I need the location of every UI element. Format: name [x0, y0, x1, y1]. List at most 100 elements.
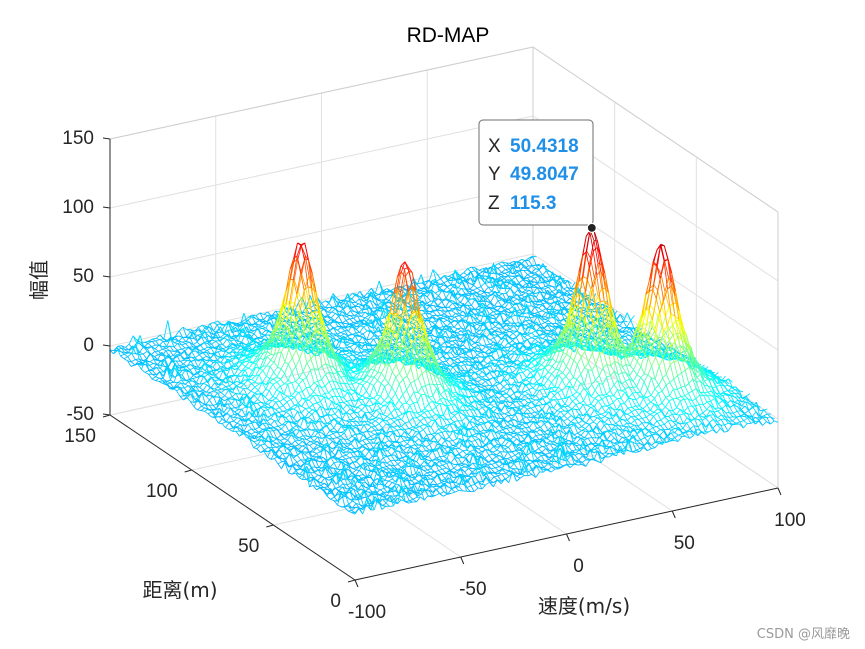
mesh-line [470, 271, 475, 283]
mesh-line [354, 303, 360, 307]
mesh-line [113, 346, 119, 351]
mesh-line [563, 286, 568, 290]
mesh-line [352, 292, 356, 295]
mesh-line [454, 269, 460, 285]
mesh-line [481, 267, 487, 277]
mesh-line [431, 280, 436, 283]
mesh-line [443, 318, 448, 321]
mesh-line [222, 344, 227, 348]
mesh-line [120, 355, 125, 360]
mesh-line [255, 320, 260, 324]
mesh-line [216, 331, 221, 338]
mesh-line [364, 315, 369, 319]
mesh-line [243, 312, 248, 323]
mesh-line [200, 335, 205, 343]
mesh-line [506, 319, 511, 324]
mesh-line [527, 272, 532, 275]
mesh-line [263, 315, 268, 320]
mesh-line [216, 326, 221, 332]
mesh-line [363, 292, 368, 298]
mesh-line [366, 338, 371, 341]
mesh-line [184, 385, 189, 389]
mesh-line [124, 353, 129, 358]
mesh-line [416, 274, 422, 286]
mesh-line [506, 288, 511, 294]
mesh-line [162, 348, 167, 352]
mesh-line [477, 273, 482, 279]
mesh-line [158, 344, 163, 350]
mesh-line [542, 274, 547, 278]
mesh-line [212, 331, 217, 339]
mesh-line [185, 341, 190, 344]
mesh-line [186, 366, 191, 371]
mesh-line [356, 352, 361, 356]
mesh-line [320, 308, 325, 313]
mesh-line [256, 338, 262, 343]
mesh-line [223, 323, 229, 335]
mesh-line [490, 267, 495, 274]
mesh-line [448, 302, 453, 308]
mesh-line [189, 331, 194, 338]
mesh-line [301, 311, 306, 314]
mesh-line [213, 389, 218, 392]
mesh-line [476, 323, 481, 327]
mesh-line [390, 288, 395, 292]
mesh-line [521, 258, 526, 261]
mesh-line [116, 347, 121, 357]
mesh-line [358, 336, 363, 343]
mesh-line [491, 326, 496, 330]
mesh-line [348, 354, 353, 357]
mesh-line [491, 284, 496, 292]
mesh-line [262, 322, 267, 325]
mesh-line [120, 351, 125, 355]
mesh-line [534, 275, 539, 279]
mesh-line [345, 318, 350, 321]
mesh-line [363, 326, 368, 332]
mesh-line [123, 356, 128, 360]
mesh-line [221, 383, 226, 387]
mesh-line [459, 310, 464, 315]
mesh-line [355, 298, 360, 303]
mesh-line [243, 323, 248, 333]
mesh-line [425, 305, 431, 311]
mesh-line [170, 345, 175, 348]
mesh-line [109, 349, 114, 355]
mesh-line [199, 390, 203, 393]
mesh-line [431, 320, 436, 323]
mesh-line [208, 335, 213, 340]
mesh-line [209, 354, 215, 360]
mesh-line [128, 345, 133, 353]
mesh-line [508, 271, 513, 275]
mesh-line [185, 380, 189, 382]
mesh-line [513, 289, 519, 294]
mesh-line [516, 261, 521, 271]
mesh-line [489, 311, 494, 315]
mesh-line [188, 380, 193, 382]
mesh-line [177, 379, 182, 384]
mesh-line [541, 308, 547, 312]
mesh-line [151, 344, 156, 347]
mesh-line [445, 291, 451, 299]
mesh-line [563, 288, 568, 292]
mesh-line [259, 357, 264, 360]
mesh-line [255, 312, 261, 317]
mesh-line [453, 327, 458, 330]
mesh-line [230, 339, 235, 342]
mesh-line [197, 334, 202, 338]
mesh-line [366, 293, 371, 304]
mesh-line [451, 274, 457, 280]
mesh-line [354, 335, 359, 343]
mesh-line [420, 287, 425, 292]
mesh-line [478, 271, 483, 275]
mesh-line [456, 295, 462, 300]
mesh-line [498, 299, 502, 302]
mesh-line [331, 308, 336, 313]
mesh-line [479, 269, 483, 273]
mesh-line [450, 269, 456, 286]
mesh-line [431, 278, 436, 282]
mesh-line [498, 263, 503, 267]
mesh-line [534, 304, 540, 308]
mesh-line [205, 331, 210, 333]
mesh-line [196, 335, 202, 343]
mesh-line [504, 271, 510, 274]
